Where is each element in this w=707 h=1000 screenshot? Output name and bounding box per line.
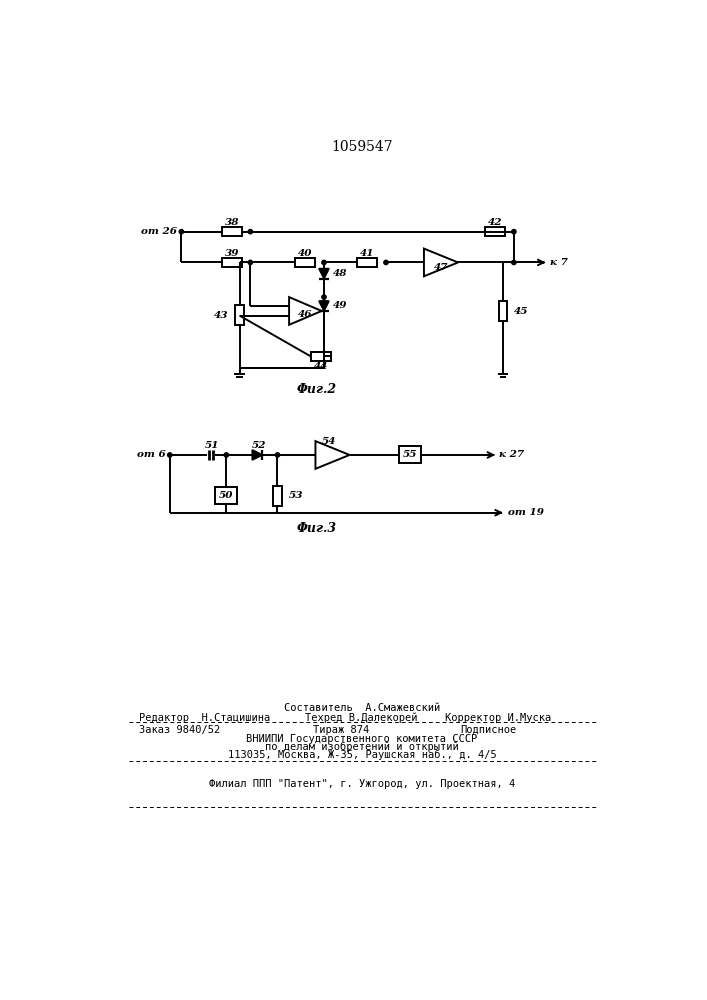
Circle shape <box>322 260 326 265</box>
Text: к 27: к 27 <box>499 450 525 459</box>
Text: 55: 55 <box>403 450 417 459</box>
Text: 54: 54 <box>322 437 336 446</box>
Text: 1059547: 1059547 <box>331 140 393 154</box>
Text: 44: 44 <box>314 362 328 371</box>
Bar <box>273 486 281 506</box>
Text: от 19: от 19 <box>508 508 544 517</box>
Circle shape <box>275 453 280 457</box>
Text: ВНИИПИ Государственного комитета СССР: ВНИИПИ Государственного комитета СССР <box>246 734 477 744</box>
Circle shape <box>224 453 228 457</box>
Text: 49: 49 <box>333 301 348 310</box>
Text: Φиг.3: Φиг.3 <box>297 522 337 535</box>
Text: от 6: от 6 <box>137 450 166 459</box>
Text: 47: 47 <box>434 263 448 272</box>
Circle shape <box>322 295 326 299</box>
Text: 38: 38 <box>225 218 239 227</box>
Polygon shape <box>319 301 329 311</box>
Text: Подписное: Подписное <box>460 725 517 735</box>
Bar <box>311 352 331 361</box>
Text: к 7: к 7 <box>549 258 568 267</box>
Text: Заказ 9840/52: Заказ 9840/52 <box>139 725 220 735</box>
Text: от 26: от 26 <box>141 227 177 236</box>
Bar <box>222 227 242 236</box>
Circle shape <box>512 260 516 265</box>
Bar <box>399 446 421 463</box>
Text: 41: 41 <box>360 249 375 258</box>
Text: Составитель  А.Смажевский: Составитель А.Смажевский <box>284 703 440 713</box>
Bar <box>296 258 315 267</box>
Circle shape <box>248 229 252 234</box>
Text: 50: 50 <box>219 491 233 500</box>
Text: 43: 43 <box>214 311 228 320</box>
Circle shape <box>248 260 252 265</box>
Circle shape <box>512 229 516 234</box>
Text: 39: 39 <box>225 249 239 258</box>
Text: 113035, Москва, Ж-35, Раушская наб., д. 4/5: 113035, Москва, Ж-35, Раушская наб., д. … <box>228 749 496 760</box>
Text: Редактор  Н.Стацишина: Редактор Н.Стацишина <box>139 713 270 723</box>
Text: Филиал ППП "Патент", г. Ужгород, ул. Проектная, 4: Филиал ППП "Патент", г. Ужгород, ул. Про… <box>209 779 515 789</box>
Bar <box>216 487 237 504</box>
Text: 45: 45 <box>514 307 528 316</box>
Polygon shape <box>252 450 262 460</box>
Circle shape <box>179 229 184 234</box>
Text: 52: 52 <box>252 441 266 450</box>
Text: Тираж 874: Тираж 874 <box>313 725 369 735</box>
Text: 46: 46 <box>298 310 312 319</box>
Circle shape <box>168 453 172 457</box>
Circle shape <box>384 260 388 265</box>
Polygon shape <box>319 269 329 279</box>
Bar <box>498 301 507 321</box>
Text: Техред В.Далекорей: Техред В.Далекорей <box>305 712 418 723</box>
Text: 42: 42 <box>488 218 503 227</box>
Text: по делам изобретений и открытий: по делам изобретений и открытий <box>265 742 459 752</box>
Bar <box>222 258 242 267</box>
Text: Φиг.2: Φиг.2 <box>297 383 337 396</box>
Text: 40: 40 <box>298 249 312 258</box>
Text: 51: 51 <box>205 441 220 450</box>
Bar <box>357 258 378 267</box>
Bar <box>485 227 506 236</box>
Text: 53: 53 <box>288 491 303 500</box>
Bar <box>235 305 244 325</box>
Text: Корректор И.Муска: Корректор И.Муска <box>445 713 551 723</box>
Text: 48: 48 <box>333 269 348 278</box>
